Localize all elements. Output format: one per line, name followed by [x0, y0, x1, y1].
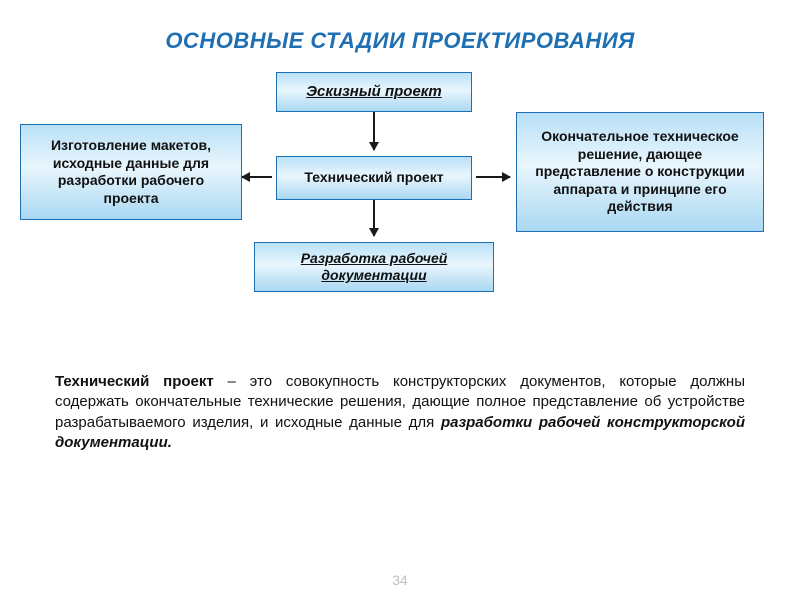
- paragraph-lead: Технический проект: [55, 373, 214, 390]
- page-title: ОСНОВНЫЕ СТАДИИ ПРОЕКТИРОВАНИЯ: [0, 0, 800, 64]
- arrow-down-2: [373, 200, 375, 236]
- arrow-left: [242, 176, 272, 178]
- node-technical-project: Технический проект: [276, 156, 472, 200]
- node-label: Окончательное техническое решение, дающе…: [525, 128, 755, 216]
- page-number: 34: [0, 572, 800, 588]
- arrow-down-1: [373, 112, 375, 150]
- node-working-docs: Разработка рабочей документации: [254, 242, 494, 292]
- node-label: Изготовление макетов, исходные данные дл…: [29, 137, 233, 207]
- node-label: Технический проект: [285, 169, 463, 187]
- node-sketch-project: Эскизный проект: [276, 72, 472, 112]
- node-left-annotation: Изготовление макетов, исходные данные дл…: [20, 124, 242, 220]
- description-paragraph: Технический проект – это совокупность ко…: [55, 372, 745, 453]
- arrow-right: [476, 176, 510, 178]
- flow-diagram: Эскизный проект Технический проект Разра…: [0, 64, 800, 324]
- node-right-annotation: Окончательное техническое решение, дающе…: [516, 112, 764, 232]
- node-label: Разработка рабочей документации: [263, 250, 485, 285]
- node-label: Эскизный проект: [285, 83, 463, 102]
